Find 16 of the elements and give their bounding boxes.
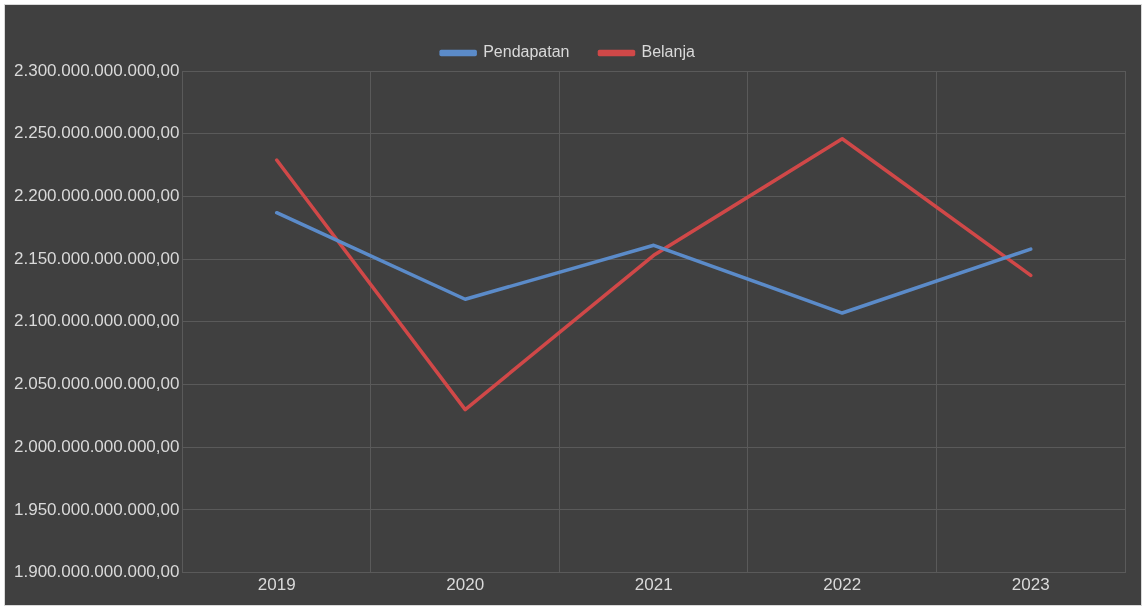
y-tick-label: 2.100.000.000.000,00 xyxy=(14,311,180,331)
legend-label: Pendapatan xyxy=(483,43,570,61)
x-tick-label: 2022 xyxy=(823,575,862,595)
y-tick-label: 2.150.000.000.000,00 xyxy=(14,248,180,268)
x-tick-label: 2021 xyxy=(634,575,673,595)
x-tick-label: 2019 xyxy=(257,575,296,595)
y-tick-label: 2.200.000.000.000,00 xyxy=(14,186,180,206)
y-tick-label: 2.050.000.000.000,00 xyxy=(14,374,180,394)
x-tick-label: 2023 xyxy=(1011,575,1050,595)
y-tick-label: 2.300.000.000.000,00 xyxy=(14,60,180,80)
y-tick-label: 1.950.000.000.000,00 xyxy=(14,499,180,519)
x-tick-label: 2020 xyxy=(446,575,485,595)
y-tick-label: 1.900.000.000.000,00 xyxy=(14,562,180,582)
legend-label: Belanja xyxy=(641,43,695,61)
y-tick-label: 2.250.000.000.000,00 xyxy=(14,123,180,143)
y-tick-label: 2.000.000.000.000,00 xyxy=(14,436,180,456)
